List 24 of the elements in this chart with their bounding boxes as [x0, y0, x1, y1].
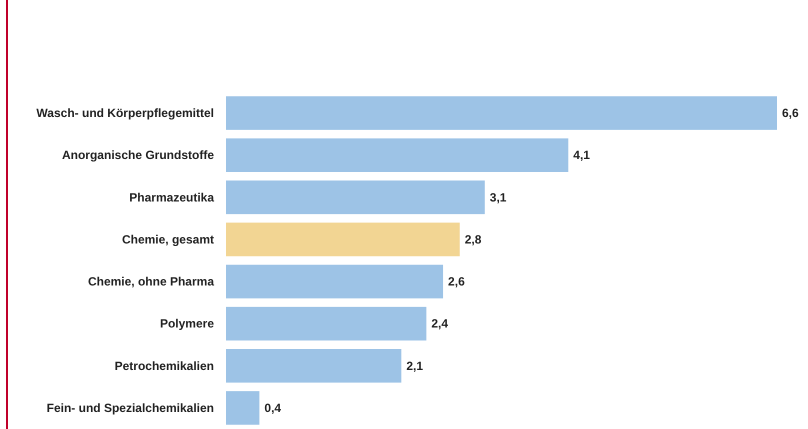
bar — [226, 96, 777, 130]
y-tick-label: Chemie, gesamt — [122, 232, 214, 246]
bar — [226, 348, 402, 383]
data-label: 3,1 — [490, 190, 507, 204]
bar — [226, 264, 444, 298]
bar — [226, 391, 260, 425]
bar — [226, 138, 568, 172]
data-label: 0,4 — [264, 400, 282, 415]
data-label: 2,8 — [464, 232, 482, 246]
y-tick-label: Fein- und Spezialchemikalien — [46, 400, 214, 415]
y-tick-label: Anorganische Grundstoffe — [62, 148, 214, 162]
data-label: 2,6 — [448, 274, 466, 289]
bar — [226, 222, 460, 256]
data-label: 6,6 — [782, 106, 800, 120]
data-label: 4,1 — [573, 148, 590, 162]
bar — [226, 306, 426, 341]
y-tick-label: Wasch- und Körperpflegemittel — [36, 106, 214, 120]
y-tick-label: Petrochemikalien — [114, 358, 214, 373]
y-tick-label: Polymere — [160, 316, 214, 331]
data-label: 2,4 — [431, 316, 448, 331]
y-tick-label: Chemie, ohne Pharma — [88, 274, 214, 289]
y-tick-label: Pharmazeutika — [129, 190, 214, 204]
data-label: 2,1 — [406, 358, 424, 373]
bar — [226, 180, 485, 214]
